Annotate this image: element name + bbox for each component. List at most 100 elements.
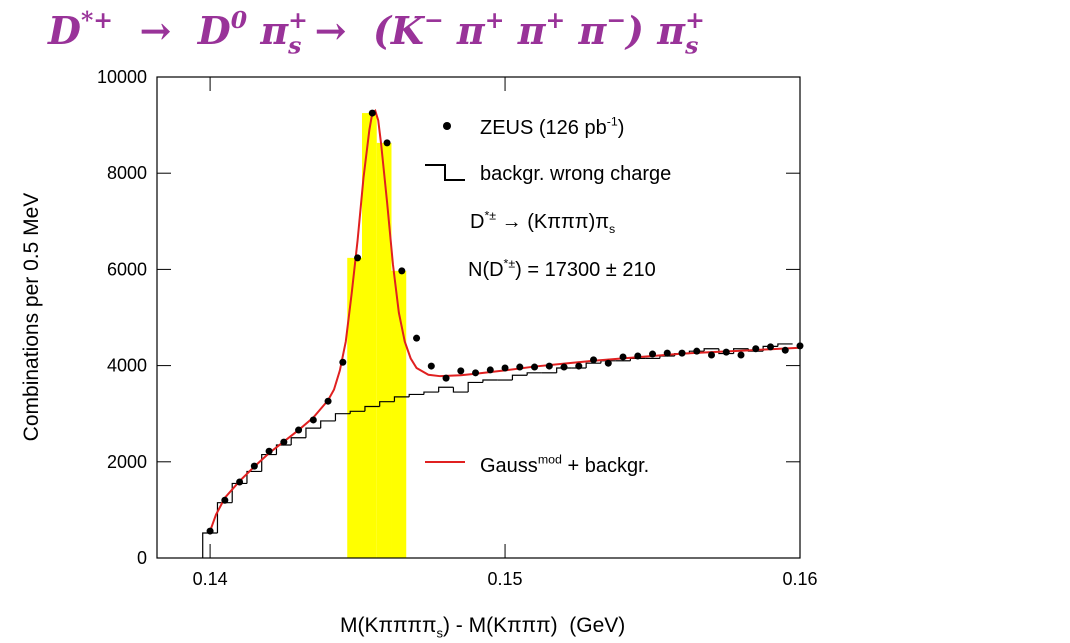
data-point <box>354 254 362 262</box>
y-tick-label: 4000 <box>107 356 147 376</box>
histogram-step <box>246 470 262 484</box>
data-point <box>250 462 258 470</box>
annotation-sup: *± <box>484 209 496 223</box>
y-tick-label: 6000 <box>107 259 147 279</box>
bar <box>347 257 362 558</box>
data-point <box>708 351 716 359</box>
y-tick-label: 0 <box>137 548 147 568</box>
legend-label-text: ZEUS (126 pb <box>480 117 607 139</box>
data-point <box>368 109 376 117</box>
y-tick-label: 2000 <box>107 452 147 472</box>
histogram-step <box>452 387 469 393</box>
histogram-step <box>349 410 365 414</box>
bar <box>376 142 392 558</box>
legend-label-text: + backgr. <box>562 455 649 477</box>
data-point <box>486 366 494 374</box>
data-point <box>560 363 568 371</box>
x-axis-label-text: ) - M(Kπππ) (GeV) <box>443 614 625 637</box>
bar <box>361 113 377 558</box>
annotation-sup: *± <box>504 257 516 271</box>
x-axis-label-text: M(Kππππ <box>340 614 436 637</box>
histogram-step <box>703 348 719 352</box>
legend-label-text: ) <box>618 117 625 139</box>
histogram-step <box>423 391 439 395</box>
plot-frame <box>156 76 801 559</box>
histogram-step <box>585 362 601 369</box>
data-point <box>604 359 612 367</box>
histogram-step <box>482 379 498 383</box>
legend-label: backgr. wrong charge <box>480 163 671 185</box>
chart-title-text: ) π <box>624 8 686 53</box>
x-axis-label-sub: s <box>436 625 443 640</box>
annotation-text: → (Kπππ)π <box>496 211 609 233</box>
histogram-step <box>364 405 380 412</box>
data-point <box>339 358 347 366</box>
data-point <box>472 369 480 377</box>
data-point <box>619 353 627 361</box>
data-point <box>265 447 273 455</box>
chart-title-sub: s <box>684 32 698 60</box>
chart-title-text: π <box>504 8 546 53</box>
data-point <box>575 362 583 370</box>
legend-label-text: Gauss <box>480 455 538 477</box>
data-point <box>693 347 701 355</box>
histogram-step <box>438 386 454 393</box>
data-point <box>663 349 671 357</box>
x-tick-label: 0.15 <box>488 569 523 589</box>
legend-dot-symbol <box>443 122 451 130</box>
data-point <box>767 343 775 351</box>
data-point <box>590 356 598 364</box>
histogram-step <box>777 343 793 347</box>
annotation-sub: s <box>609 222 615 236</box>
data-point <box>649 350 657 358</box>
chart-title-sup: + <box>546 6 566 34</box>
data-point <box>280 438 288 446</box>
histogram-step <box>305 427 321 438</box>
legend-label: ZEUS (126 pb-1) <box>480 115 624 139</box>
data-point <box>324 397 332 405</box>
chart-title: D*+ → D0 π+ s → (K− π+ π+ π−) π+ s <box>47 6 705 59</box>
data-point <box>737 351 745 359</box>
histogram-step <box>379 401 395 407</box>
annotation-text: ) = 17300 ± 210 <box>515 259 656 281</box>
chart-title-sup: *+ <box>81 6 113 34</box>
histogram-step <box>526 372 542 376</box>
chart-title-sup: + <box>288 6 308 34</box>
chart-title-text: π <box>565 8 607 53</box>
x-tick-label: 0.14 <box>193 569 228 589</box>
data-point <box>501 364 509 372</box>
data-point <box>722 348 730 356</box>
annotation-text: D <box>470 211 484 233</box>
y-tick-label: 8000 <box>107 163 147 183</box>
histogram-step <box>511 374 528 381</box>
chart-title-text: π <box>247 8 289 53</box>
histogram-step <box>408 393 424 397</box>
data-point <box>516 363 524 371</box>
histogram-step <box>261 453 277 472</box>
x-tick-label: 0.16 <box>782 569 817 589</box>
histogram-step <box>334 413 351 421</box>
data-point <box>781 346 789 354</box>
chart-title-sub: s <box>287 32 301 60</box>
data-point <box>206 527 214 535</box>
histogram-step <box>275 444 292 455</box>
histogram-step <box>393 396 410 402</box>
chart-title-sup: + <box>485 6 505 34</box>
data-point <box>398 267 406 275</box>
histogram-step <box>467 381 483 393</box>
data-point <box>457 367 465 375</box>
plot-marks <box>202 108 804 558</box>
data-point <box>413 334 421 342</box>
legend-label: Gaussmod + backgr. <box>480 453 649 477</box>
histogram-step <box>290 437 306 445</box>
annotation: N(D*±) = 17300 ± 210 <box>468 257 656 281</box>
y-tick-label: 10000 <box>97 67 147 87</box>
data-point <box>236 478 244 486</box>
chart-title-sup: − <box>606 6 626 34</box>
chart-title-sup: 0 <box>231 6 248 34</box>
chart-title-sup: − <box>424 6 444 34</box>
bar <box>391 270 407 558</box>
data-point <box>752 345 760 353</box>
